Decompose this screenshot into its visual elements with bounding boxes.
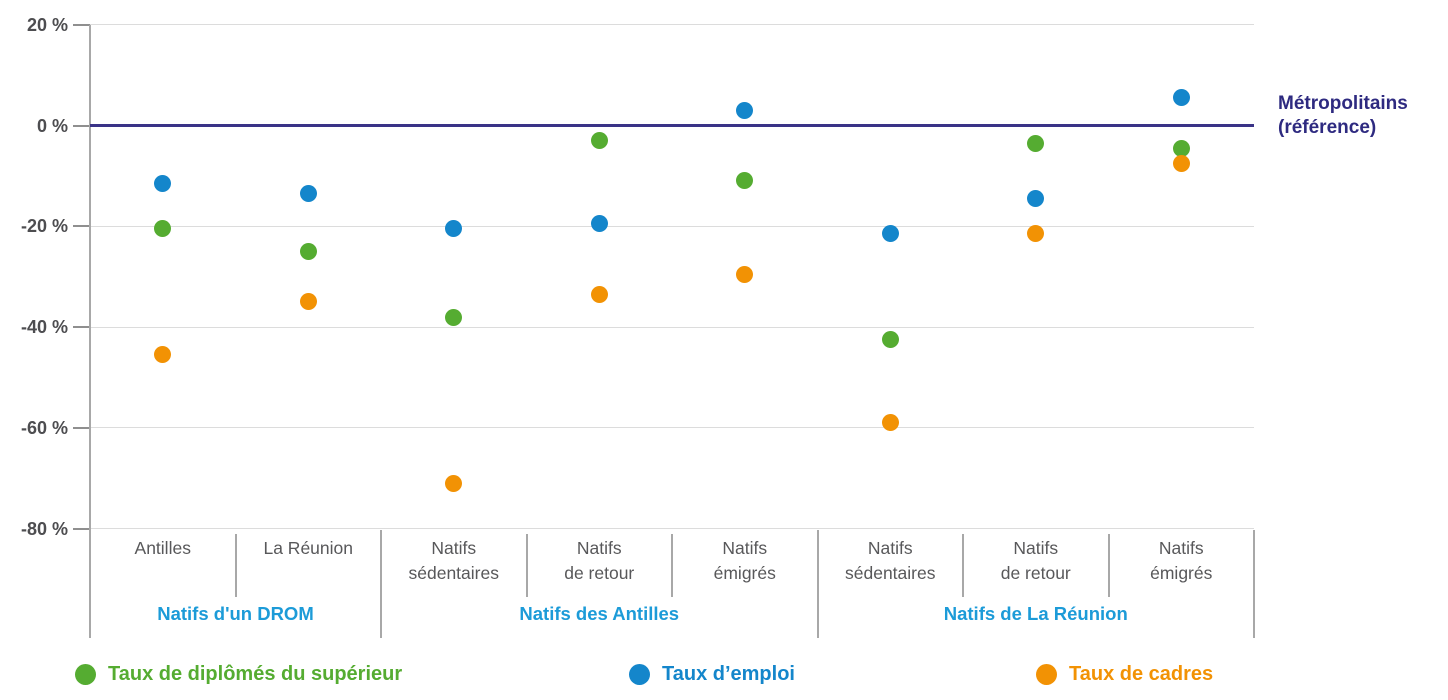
data-point — [1172, 139, 1190, 157]
category-label-line2: émigrés — [713, 563, 776, 583]
group-separator — [816, 530, 819, 638]
category-label-line1: Natifs — [1158, 538, 1204, 558]
category-separator — [234, 534, 237, 597]
category-label-line1: Natifs — [576, 538, 622, 558]
y-axis-tick — [73, 225, 90, 228]
group-separator — [1253, 530, 1255, 638]
y-axis-tick — [73, 23, 90, 26]
y-axis-line — [89, 25, 91, 638]
data-point — [299, 243, 317, 260]
category-label-line2: émigrés — [1150, 563, 1213, 583]
y-axis-tick-label: 20 % — [26, 14, 68, 35]
category-label: Natifs sédentaires — [818, 536, 964, 586]
gridline — [90, 427, 1254, 429]
y-axis-tick-label: -20 % — [20, 216, 68, 237]
legend-item: Taux de diplômés du supérieur — [75, 661, 402, 687]
category-label-line1: Antilles — [134, 538, 191, 558]
legend-item: Taux d’emploi — [629, 661, 795, 687]
legend-label: Taux d’emploi — [662, 663, 795, 685]
legend-dot-icon — [1036, 663, 1057, 685]
category-label-line1: Natifs — [867, 538, 913, 558]
gridline — [90, 225, 1254, 227]
legend-item: Taux de cadres — [1036, 661, 1213, 687]
data-point — [445, 474, 463, 492]
data-point — [299, 293, 317, 311]
data-point — [154, 174, 172, 192]
category-label-line2: de retour — [1000, 563, 1071, 583]
reference-line-label-line1: Métropolitains — [1278, 93, 1408, 114]
y-axis-tick — [73, 426, 90, 429]
reference-line-label: Métropolitains (référence) — [1278, 92, 1408, 140]
category-separator — [525, 534, 528, 597]
category-separator — [671, 534, 673, 597]
data-point — [881, 225, 899, 243]
data-point — [590, 285, 608, 303]
category-label-line2: sédentaires — [408, 563, 499, 583]
category-label-line1: La Réunion — [263, 538, 354, 558]
group-label: Natifs d'un DROM — [157, 603, 314, 624]
data-point — [154, 346, 172, 364]
data-point — [1027, 190, 1045, 208]
category-label: La Réunion — [236, 536, 382, 561]
gridline — [90, 24, 1254, 26]
category-label: Natifs de retour — [527, 536, 673, 586]
data-point — [1027, 134, 1045, 152]
category-label-line1: Natifs — [722, 538, 768, 558]
data-point — [299, 185, 317, 203]
y-axis-tick — [73, 527, 90, 530]
data-point — [590, 132, 608, 150]
category-label: Natifs de retour — [963, 536, 1109, 586]
y-axis-tick — [73, 326, 90, 329]
category-label: Natifs émigrés — [1109, 536, 1255, 586]
data-point — [445, 308, 463, 326]
category-label: Antilles — [90, 536, 236, 561]
data-point — [881, 331, 899, 349]
category-label-line1: Natifs — [1013, 538, 1059, 558]
category-label: Natifs émigrés — [672, 536, 818, 586]
y-axis-tick-label: -40 % — [20, 317, 68, 338]
data-point — [736, 172, 754, 190]
group-separator — [380, 530, 382, 638]
y-axis-tick-label: -80 % — [20, 518, 68, 539]
category-label: Natifs sédentaires — [381, 536, 527, 586]
data-point — [736, 101, 754, 119]
category-label-line1: Natifs — [431, 538, 477, 558]
y-axis-tick-label: -60 % — [20, 417, 68, 438]
y-axis-tick — [73, 124, 90, 127]
group-label: Natifs de La Réunion — [943, 603, 1128, 624]
data-point — [736, 265, 754, 283]
y-axis-tick-label: 0 % — [36, 115, 68, 136]
group-label: Natifs des Antilles — [519, 603, 680, 624]
data-point — [881, 414, 899, 432]
data-point — [590, 215, 608, 233]
category-label-line2: de retour — [564, 563, 635, 583]
category-separator — [962, 534, 964, 597]
data-point — [445, 220, 463, 238]
reference-line-label-line2: (référence) — [1278, 117, 1377, 138]
gridline — [90, 528, 1254, 530]
gridline — [90, 326, 1254, 328]
legend-dot-icon — [75, 663, 96, 685]
category-label-line2: sédentaires — [845, 563, 936, 583]
data-point — [154, 220, 172, 238]
data-point — [1172, 154, 1190, 172]
legend-label: Taux de diplômés du supérieur — [108, 663, 403, 685]
reference-line — [90, 124, 1254, 127]
data-point — [1027, 225, 1045, 243]
data-point — [1172, 89, 1190, 107]
legend-label: Taux de cadres — [1069, 663, 1214, 685]
legend-dot-icon — [629, 663, 650, 685]
category-separator — [1107, 534, 1110, 597]
